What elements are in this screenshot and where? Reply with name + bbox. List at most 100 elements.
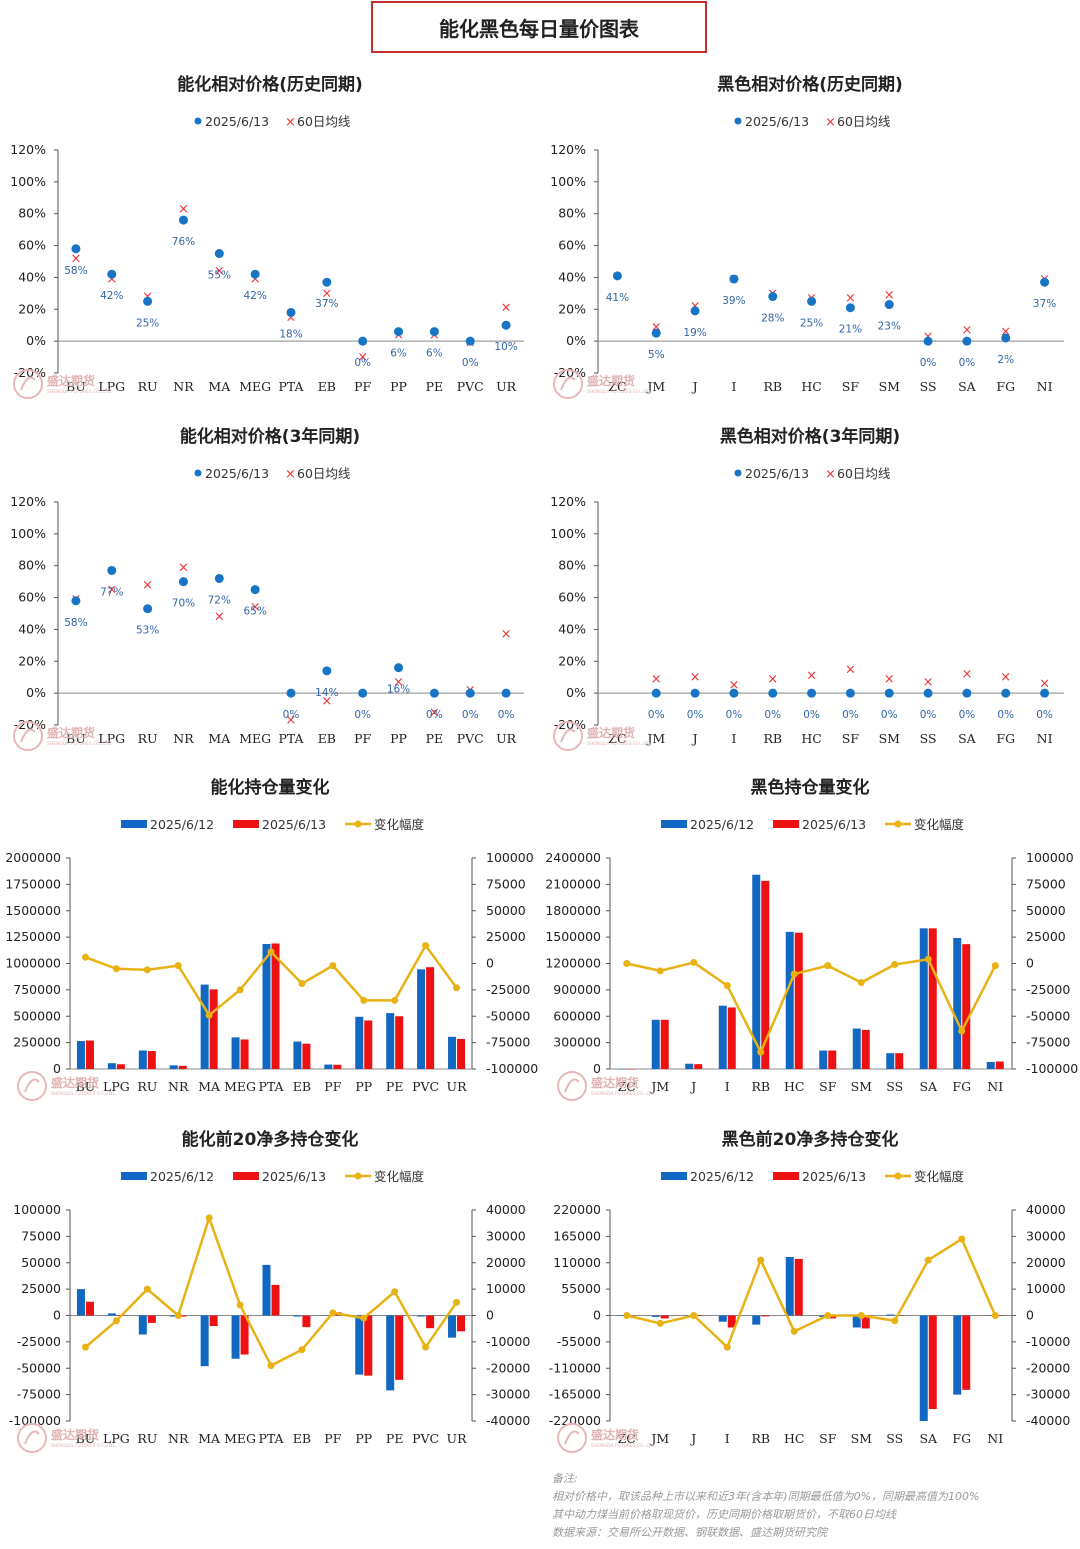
current-dot-point	[286, 688, 296, 698]
watermark-logo-mark	[24, 1078, 40, 1093]
x-tick-label: PF	[354, 731, 371, 746]
y-tick-label: 55000	[561, 1281, 601, 1296]
bar-prev	[169, 1065, 178, 1069]
current-dot-point	[884, 688, 894, 698]
current-dot-point	[690, 306, 700, 316]
y-tick-label: -55000	[557, 1334, 601, 1349]
legend-cross-icon: ×	[285, 115, 296, 130]
data-label: 0%	[687, 709, 704, 721]
current-dot-point	[322, 277, 332, 287]
current-dot-point	[322, 666, 332, 676]
y-tick-label: 0%	[566, 333, 586, 348]
bar-cur	[85, 1040, 94, 1069]
change-point	[891, 961, 899, 969]
y-tick-label: 40%	[18, 269, 46, 284]
bar-prev	[886, 1053, 895, 1069]
y2-tick-label: -10000	[486, 1334, 530, 1349]
x-tick-label: LPG	[103, 1079, 130, 1094]
legend-label: 2025/6/13	[262, 1169, 326, 1184]
bar-cur	[178, 1315, 187, 1317]
bar-prev	[76, 1289, 85, 1316]
data-label: 42%	[100, 290, 123, 302]
notes-line: 其中动力煤当前价格取现货价，历史同期价格取期货价，不取60日均线	[552, 1508, 896, 1521]
ma-cross-point: ×	[357, 350, 368, 365]
legend-marker-icon	[894, 820, 902, 828]
bar-prev	[386, 1315, 395, 1391]
y-tick-label: 1250000	[5, 929, 61, 944]
change-point	[790, 1327, 798, 1335]
y-tick-label: -20%	[14, 365, 46, 380]
bar-cur	[302, 1043, 311, 1069]
data-label: 0%	[354, 357, 371, 369]
bar-cur	[995, 1061, 1004, 1069]
current-dot-point	[1040, 688, 1050, 698]
change-point	[958, 1027, 966, 1035]
x-tick-label: LPG	[103, 1431, 130, 1446]
ma-cross-point: ×	[70, 251, 81, 266]
current-dot-point	[71, 596, 81, 606]
legend-label: 60日均线	[297, 114, 351, 129]
watermark-logo-icon	[13, 721, 43, 751]
bar-prev	[953, 1315, 962, 1395]
x-tick-label: FG	[996, 379, 1015, 394]
x-tick-label: RB	[763, 379, 782, 394]
bar-prev	[819, 1050, 828, 1069]
data-label: 0%	[881, 709, 898, 721]
change-point	[360, 996, 368, 1004]
ma-cross-point: ×	[690, 670, 701, 685]
current-dot-point	[107, 269, 117, 279]
change-point	[174, 962, 182, 970]
chart-energy-net: 能化前20净多持仓变化 2025/6/12 2025/6/13 变化幅度 -100000…	[0, 1116, 540, 1461]
x-tick-label: RU	[138, 379, 158, 394]
ma-cross-point: ×	[728, 678, 739, 693]
watermark-subtext: SHENGDA FUTURES CO.,LTD.	[51, 1443, 116, 1449]
data-label: 37%	[1033, 298, 1056, 310]
x-tick-label: RB	[751, 1079, 770, 1094]
y-tick-label: 0%	[566, 685, 586, 700]
y2-tick-label: 10000	[486, 1281, 526, 1296]
x-tick-label: PTA	[278, 379, 304, 394]
legend-label: 2025/6/13	[205, 114, 269, 129]
y-tick-label: 120%	[10, 142, 46, 157]
bar-cur	[178, 1065, 187, 1069]
bar-prev	[386, 1013, 395, 1069]
y-tick-label: 1500000	[5, 903, 61, 918]
data-label: 16%	[387, 684, 410, 696]
ma-cross-point: ×	[1039, 677, 1050, 692]
bar-cur	[395, 1315, 404, 1380]
change-point	[623, 960, 631, 967]
legend-dot-icon	[734, 469, 742, 477]
current-dot-point	[807, 688, 817, 698]
y-tick-label: 20%	[558, 653, 586, 668]
y-tick-label: 40%	[558, 621, 586, 636]
chart-svg: 能化相对价格(3年同期)2025/6/13 × 60日均线-20%0%20%40%6…	[10, 426, 524, 751]
bar-cur	[364, 1020, 373, 1069]
data-label: 65%	[243, 606, 266, 618]
legend-marker-icon	[354, 1172, 362, 1180]
x-tick-label: SF	[842, 731, 860, 746]
data-label: 18%	[279, 328, 302, 340]
x-tick-label: BU	[66, 379, 86, 394]
change-point	[790, 970, 798, 978]
chart-svg: 黑色持仓量变化 2025/6/12 2025/6/13 变化幅度 0 300000 6000…	[545, 777, 1078, 1101]
watermark-logo-icon	[557, 1071, 587, 1101]
bar-prev	[886, 1314, 895, 1316]
bar-prev	[417, 1315, 426, 1317]
bar-cur	[240, 1039, 249, 1069]
bar-prev	[355, 1315, 364, 1375]
bar-prev	[852, 1315, 861, 1328]
watermark-subtext: SHENGDA FUTURES CO.,LTD.	[591, 1443, 656, 1449]
x-tick-label: I	[725, 1431, 730, 1446]
x-tick-label: HC	[801, 731, 821, 746]
change-line	[85, 944, 458, 1017]
change-point	[690, 1312, 698, 1319]
y-tick-label: 120%	[550, 494, 586, 509]
change-point	[205, 1214, 213, 1222]
data-label: 72%	[208, 594, 231, 606]
data-label: 55%	[208, 270, 231, 282]
current-dot-point	[143, 604, 153, 614]
change-point	[81, 953, 89, 961]
data-label: 2%	[997, 354, 1014, 366]
x-tick-label: ZC	[618, 1079, 636, 1094]
